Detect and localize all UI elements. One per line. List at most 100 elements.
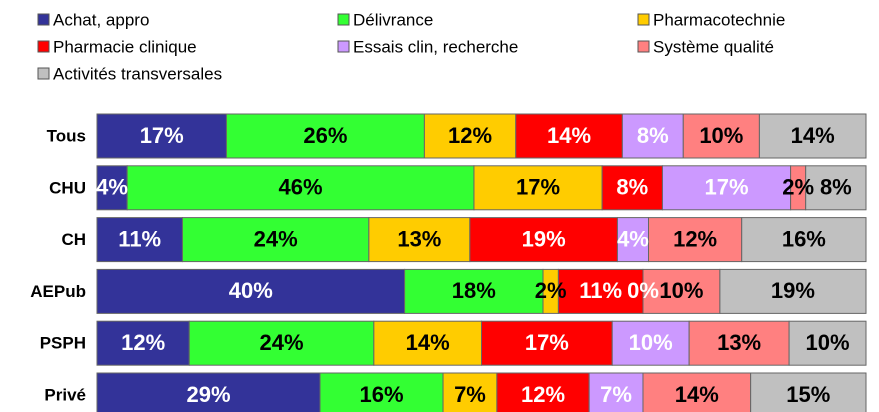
bar-segment	[225, 113, 425, 159]
value-label: 2%	[535, 278, 567, 303]
value-label: 10%	[629, 330, 673, 355]
legend-swatch	[37, 67, 50, 80]
legend-label: Pharmacie clinique	[53, 37, 197, 56]
legend-swatch	[637, 13, 650, 26]
value-label: 4%	[96, 175, 128, 200]
value-label: 12%	[673, 226, 717, 251]
bar-segment	[688, 320, 790, 366]
bar-segment	[788, 320, 867, 366]
value-label: 13%	[717, 330, 761, 355]
bar-segment	[616, 217, 650, 263]
legend-swatch	[37, 13, 50, 26]
category-label: PSPH	[40, 334, 86, 353]
bar-segment	[642, 372, 752, 412]
value-label: 19%	[522, 226, 566, 251]
bar-segment	[611, 320, 690, 366]
bar-segment	[661, 165, 792, 211]
bar-segment	[96, 320, 190, 366]
value-label: 12%	[521, 382, 565, 407]
value-label: 0%	[627, 278, 659, 303]
bar-segment	[750, 372, 867, 412]
value-label: 8%	[820, 175, 852, 200]
value-label: 17%	[705, 175, 749, 200]
bar-segment	[368, 217, 471, 263]
legend-label: Essais clin, recherche	[353, 37, 518, 56]
category-label: Tous	[47, 126, 86, 145]
category-label: AEPub	[30, 282, 86, 301]
legend-label: Délivrance	[353, 10, 433, 29]
value-label: 11%	[118, 226, 161, 251]
value-label: 11%	[579, 278, 622, 303]
bar-segment	[423, 113, 517, 159]
value-label: 14%	[406, 330, 450, 355]
value-label: 14%	[547, 123, 591, 148]
value-label: 46%	[279, 175, 323, 200]
category-label: Privé	[44, 385, 86, 404]
value-label: 12%	[121, 330, 165, 355]
legend-label: Activités transversales	[53, 64, 222, 83]
bar-segment	[557, 268, 644, 314]
value-label: 10%	[699, 123, 743, 148]
bar-segment	[96, 165, 128, 211]
value-label: 12%	[448, 123, 492, 148]
bar-segment	[96, 268, 406, 314]
value-label: 26%	[303, 123, 347, 148]
legend-label: Système qualité	[653, 37, 774, 56]
bar-segment	[648, 217, 743, 263]
legend-swatch	[337, 13, 350, 26]
value-label: 10%	[659, 278, 703, 303]
value-label: 17%	[525, 330, 569, 355]
value-label: 14%	[791, 123, 835, 148]
bar-segment	[96, 372, 321, 412]
bar-segment	[682, 113, 760, 159]
bar-segment	[96, 113, 227, 159]
bar-segment	[481, 320, 613, 366]
bar-segment	[473, 165, 603, 211]
value-label: 17%	[516, 175, 560, 200]
bar-segment	[621, 113, 684, 159]
bar-segment	[96, 217, 183, 263]
legend-swatch	[337, 40, 350, 53]
value-label: 19%	[771, 278, 815, 303]
value-label: 24%	[260, 330, 304, 355]
value-label: 29%	[186, 382, 230, 407]
value-label: 16%	[782, 226, 826, 251]
value-label: 7%	[600, 382, 632, 407]
value-label: 18%	[452, 278, 496, 303]
value-label: 7%	[454, 382, 486, 407]
legend-swatch	[637, 40, 650, 53]
bar-segment	[741, 217, 867, 263]
bar-segment	[515, 113, 623, 159]
bar-segment	[805, 165, 867, 211]
value-label: 10%	[806, 330, 850, 355]
bar-segment	[319, 372, 444, 412]
value-label: 24%	[254, 226, 298, 251]
legend-swatch	[37, 40, 50, 53]
legend-label: Pharmacotechnie	[653, 10, 785, 29]
value-label: 16%	[360, 382, 404, 407]
bar-segment	[442, 372, 498, 412]
bar-segment	[642, 268, 721, 314]
bar-segment	[373, 320, 482, 366]
bar-segment	[404, 268, 544, 314]
bar-segment	[181, 217, 370, 263]
bar-segment	[188, 320, 375, 366]
legend-label: Achat, appro	[53, 10, 149, 29]
value-label: 8%	[637, 123, 669, 148]
category-label: CHU	[49, 178, 86, 197]
bar-segment	[496, 372, 590, 412]
value-label: 13%	[397, 226, 441, 251]
value-label: 17%	[140, 123, 184, 148]
bar-segment	[126, 165, 475, 211]
value-label: 14%	[675, 382, 719, 407]
bar-segment	[469, 217, 618, 263]
category-label: CH	[61, 230, 86, 249]
bar-segment	[758, 113, 867, 159]
value-label: 2%	[782, 175, 814, 200]
value-label: 15%	[786, 382, 830, 407]
bar-segment	[719, 268, 867, 314]
bar-segment	[588, 372, 644, 412]
value-label: 40%	[229, 278, 273, 303]
